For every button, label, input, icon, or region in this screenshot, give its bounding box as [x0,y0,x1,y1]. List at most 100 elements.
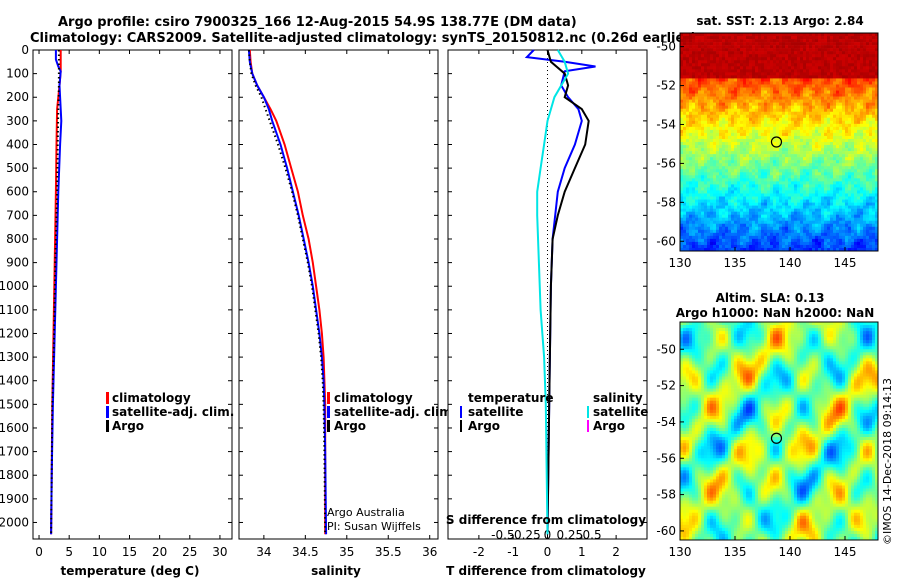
heatmap-cell [752,218,755,221]
heatmap-cell [839,218,842,221]
heatmap-cell [857,39,860,42]
heatmap-cell [686,45,689,48]
heatmap-cell [854,57,857,60]
heatmap-cell [770,45,773,48]
heatmap-cell [686,230,689,233]
heatmap-cell [725,106,728,109]
heatmap-cell [833,106,836,109]
heatmap-cell [689,157,692,160]
heatmap-cell [827,91,830,94]
heatmap-cell [788,45,791,48]
heatmap-cell [809,109,812,112]
heatmap-cell [761,69,764,72]
heatmap-cell [758,242,761,245]
heatmap-cell [698,57,701,60]
heatmap-cell [851,187,854,190]
heatmap-cell [785,118,788,121]
heatmap-cell [827,112,830,115]
heatmap-cell [851,66,854,69]
heatmap-cell [737,236,740,239]
heatmap-cell [791,166,794,169]
heatmap-cell [854,233,857,236]
heatmap-cell [767,148,770,151]
heatmap-cell [788,54,791,57]
heatmap-cell [737,139,740,142]
heatmap-cell [806,118,809,121]
heatmap-cell [794,72,797,75]
heatmap-cell [809,190,812,193]
heatmap-cell [800,39,803,42]
heatmap-cell [746,209,749,212]
heatmap-cell [722,169,725,172]
heatmap-cell [800,197,803,200]
heatmap-cell [737,166,740,169]
heatmap-cell [827,115,830,118]
heatmap-cell [707,130,710,133]
heatmap-cell [869,54,872,57]
heatmap-cell [830,136,833,139]
heatmap-cell [857,236,860,239]
heatmap-cell [683,54,686,57]
heatmap-cell [701,84,704,87]
heatmap-cell [719,206,722,209]
heatmap-cell [737,200,740,203]
heatmap-cell [839,94,842,97]
heatmap-cell [683,209,686,212]
heatmap-cell [731,133,734,136]
heatmap-cell [755,139,758,142]
heatmap-cell [689,224,692,227]
heatmap-cell [719,145,722,148]
heatmap-cell [743,75,746,78]
heatmap-cell [761,178,764,181]
heatmap-cell [803,121,806,124]
heatmap-cell [803,127,806,130]
heatmap-cell [755,160,758,163]
heatmap-cell [806,54,809,57]
heatmap-cell [839,221,842,224]
heatmap-cell [719,36,722,39]
heatmap-cell [686,203,689,206]
heatmap-cell [749,112,752,115]
heatmap-cell [692,200,695,203]
heatmap-cell [725,239,728,242]
heatmap-cell [755,81,758,84]
heatmap-cell [689,212,692,215]
heatmap-cell [839,78,842,81]
heatmap-cell [689,81,692,84]
heatmap-cell [752,48,755,51]
heatmap-cell [806,130,809,133]
heatmap-cell [692,48,695,51]
heatmap-cell [851,178,854,181]
heatmap-cell [764,133,767,136]
heatmap-cell [731,148,734,151]
heatmap-cell [692,157,695,160]
heatmap-cell [845,169,848,172]
heatmap-cell [758,121,761,124]
heatmap-cell [872,91,875,94]
heatmap-cell [803,78,806,81]
heatmap-cell [815,100,818,103]
heatmap-cell [749,54,752,57]
heatmap-cell [827,172,830,175]
heatmap-cell [752,139,755,142]
heatmap-cell [716,103,719,106]
heatmap-cell [725,112,728,115]
heatmap-cell [839,124,842,127]
heatmap-cell [869,63,872,66]
heatmap-cell [752,242,755,245]
heatmap-cell [737,69,740,72]
heatmap-cell [869,209,872,212]
heatmap-cell [866,175,869,178]
heatmap-cell [752,175,755,178]
heatmap-cell [797,115,800,118]
heatmap-cell [749,106,752,109]
heatmap-cell [722,206,725,209]
heatmap-cell [857,245,860,248]
heatmap-cell [806,160,809,163]
heatmap-cell [869,203,872,206]
heatmap-cell [851,39,854,42]
heatmap-cell [719,193,722,196]
heatmap-cell [701,166,704,169]
heatmap-cell [806,84,809,87]
heatmap-cell [743,190,746,193]
